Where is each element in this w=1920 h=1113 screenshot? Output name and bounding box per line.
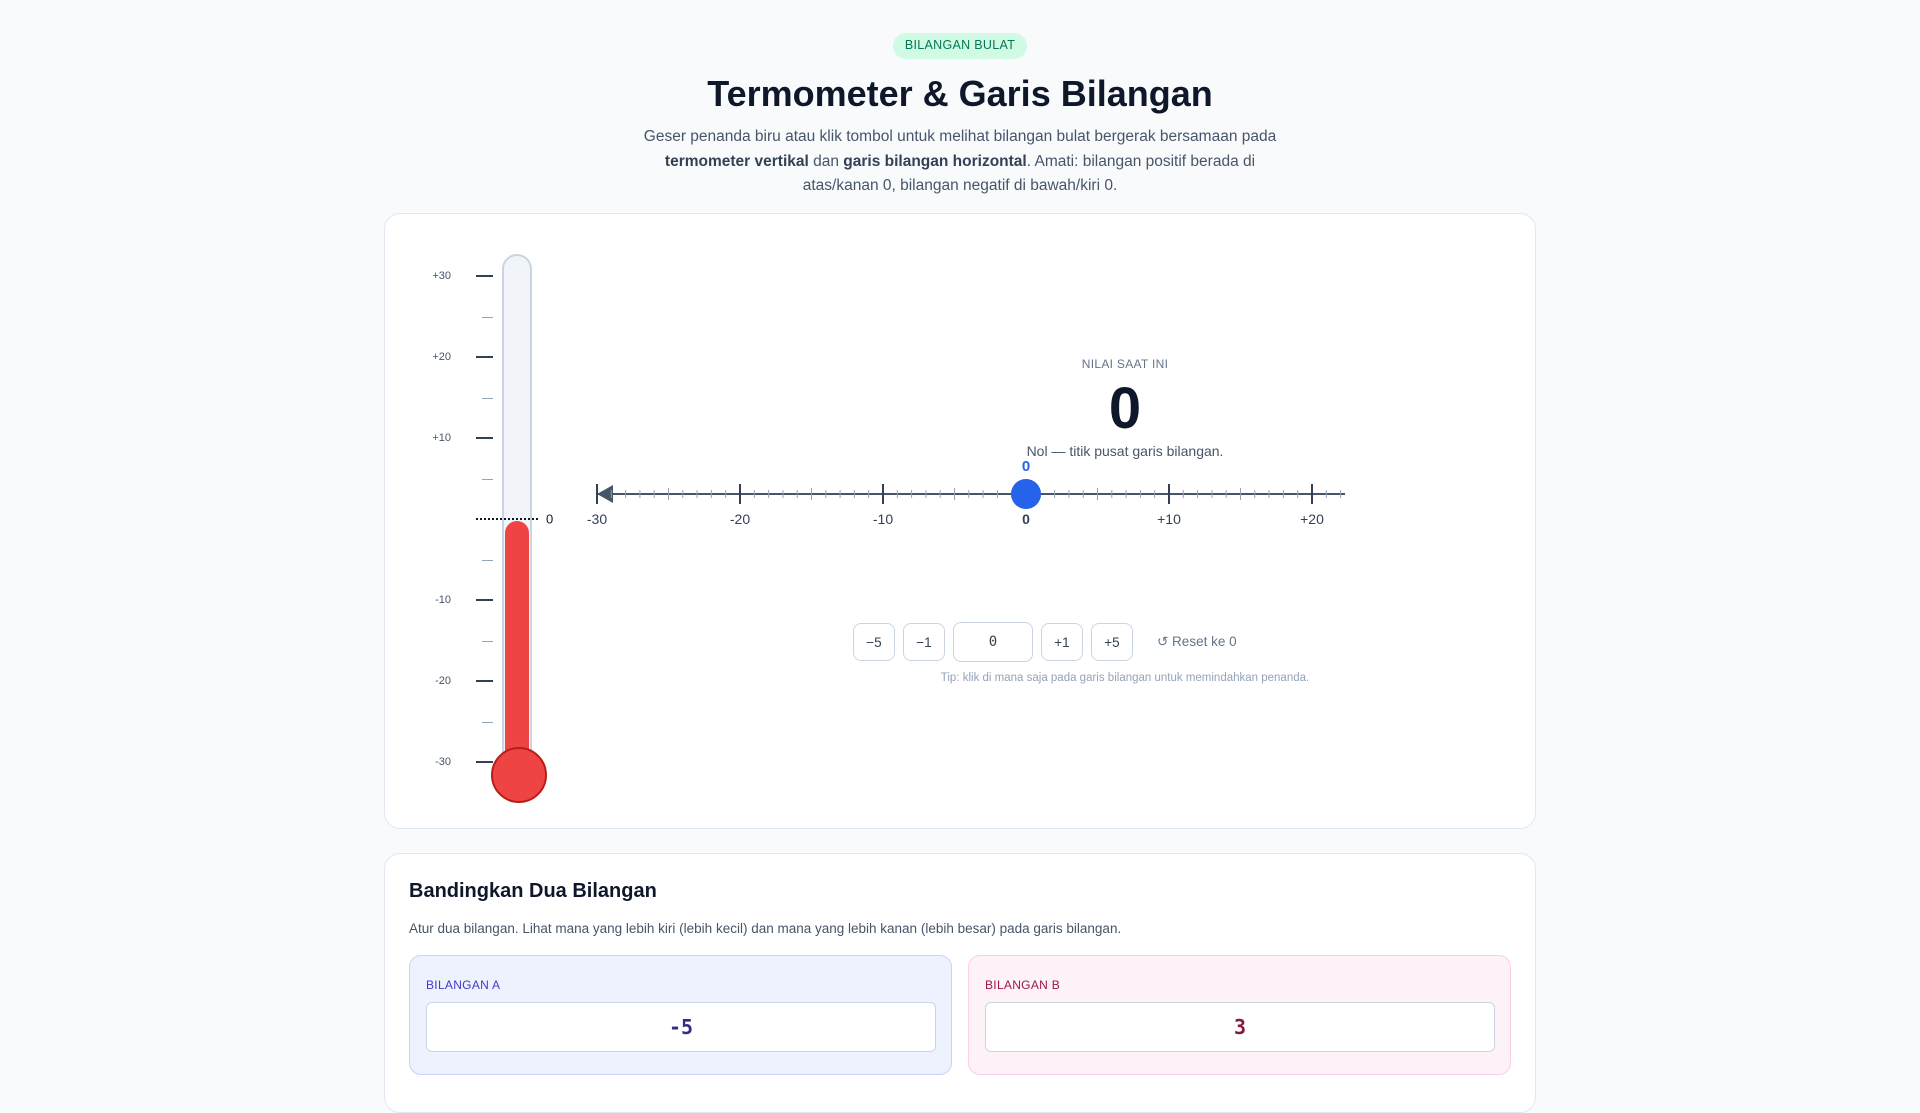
thermometer-minor-tick — [482, 640, 493, 642]
current-value-label: NILAI SAAT INI — [1081, 357, 1169, 371]
page-title: Termometer & Garis Bilangan — [707, 73, 1213, 114]
minus-5-button[interactable]: −5 — [853, 623, 895, 661]
thermometer-minor-tick — [482, 316, 493, 318]
number-line-label: -30 — [587, 511, 607, 527]
thermometer-tick-label: -20 — [435, 675, 451, 687]
left-arrow-icon — [597, 485, 613, 503]
thermometer-tick-label: -30 — [435, 756, 451, 768]
thermometer-bulb — [491, 747, 547, 803]
desc-bold-1: termometer vertikal — [664, 152, 809, 170]
page-header: BILANGAN BULAT Termometer & Garis Bilang… — [0, 0, 1920, 199]
thermometer-minor-tick — [482, 559, 493, 561]
thermometer-major-tick — [476, 356, 493, 358]
thermometer-minor-tick — [482, 478, 493, 480]
desc-text-2: dan — [808, 152, 844, 170]
number-a-panel: BILANGAN A — [409, 955, 952, 1075]
number-line[interactable]: -30-20-100+10+20+300 — [585, 444, 1345, 564]
thermometer-tick-label: +30 — [432, 270, 451, 282]
desc-bold-2: garis bilangan horizontal — [843, 152, 1027, 170]
thermometer-tick-label: +10 — [432, 432, 451, 444]
thermometer-current-label: 0 — [546, 511, 554, 527]
compare-card: Bandingkan Dua Bilangan Atur dua bilanga… — [384, 853, 1536, 1113]
minus-1-button[interactable]: −1 — [903, 623, 945, 661]
number-b-panel: BILANGAN B — [968, 955, 1511, 1075]
thermometer-current-marker — [476, 518, 538, 520]
thermometer[interactable]: +30 +20 +10 -10 -20 -30 0 — [409, 234, 553, 803]
number-line-label: +20 — [1300, 511, 1324, 527]
number-line-marker-label: 0 — [1022, 458, 1030, 475]
page-description: Geser penanda biru atau klik tombol untu… — [630, 125, 1290, 199]
number-line-label: 0 — [1022, 511, 1030, 527]
thermometer-minor-tick — [482, 721, 493, 723]
current-value-description: Nol — titik pusat garis bilangan. — [1026, 443, 1224, 459]
topic-badge: BILANGAN BULAT — [892, 33, 1028, 59]
thermometer-mercury — [505, 521, 529, 774]
thermometer-major-tick — [476, 680, 493, 682]
number-b-label: BILANGAN B — [985, 978, 1061, 992]
value-controls: −5 −1 +1 +5 ↺ Reset ke 0 — [853, 622, 1237, 662]
reset-button[interactable]: ↺ Reset ke 0 — [1157, 634, 1237, 649]
value-input[interactable] — [953, 622, 1033, 662]
number-a-label: BILANGAN A — [426, 978, 501, 992]
thermometer-major-tick — [476, 761, 493, 763]
number-line-marker[interactable] — [1011, 479, 1041, 509]
thermometer-major-tick — [476, 275, 493, 277]
desc-text-1: Geser penanda biru atau klik tombol untu… — [643, 128, 1277, 145]
compare-title: Bandingkan Dua Bilangan — [409, 880, 657, 902]
tip-text: Tip: klik di mana saja pada garis bilang… — [940, 672, 1310, 684]
thermometer-tick-label: +20 — [432, 351, 451, 363]
thermometer-minor-tick — [482, 397, 493, 399]
current-value: 0 — [1108, 376, 1142, 441]
number-b-input[interactable] — [985, 1002, 1495, 1052]
number-line-label: -20 — [730, 511, 750, 527]
thermometer-major-tick — [476, 437, 493, 439]
main-card: +30 +20 +10 -10 -20 -30 0 NILAI SAAT INI 0 Nol… — [384, 213, 1536, 829]
plus-5-button[interactable]: +5 — [1091, 623, 1133, 661]
number-a-input[interactable] — [426, 1002, 936, 1052]
compare-description: Atur dua bilangan. Lihat mana yang lebih… — [409, 921, 1122, 936]
thermometer-tick-label: -10 — [435, 594, 451, 606]
number-line-label: -10 — [873, 511, 893, 527]
plus-1-button[interactable]: +1 — [1041, 623, 1083, 661]
desc-text-3: . Amati: bilangan positif berada di atas… — [802, 152, 1256, 195]
number-line-label: +10 — [1157, 511, 1181, 527]
thermometer-major-tick — [476, 599, 493, 601]
